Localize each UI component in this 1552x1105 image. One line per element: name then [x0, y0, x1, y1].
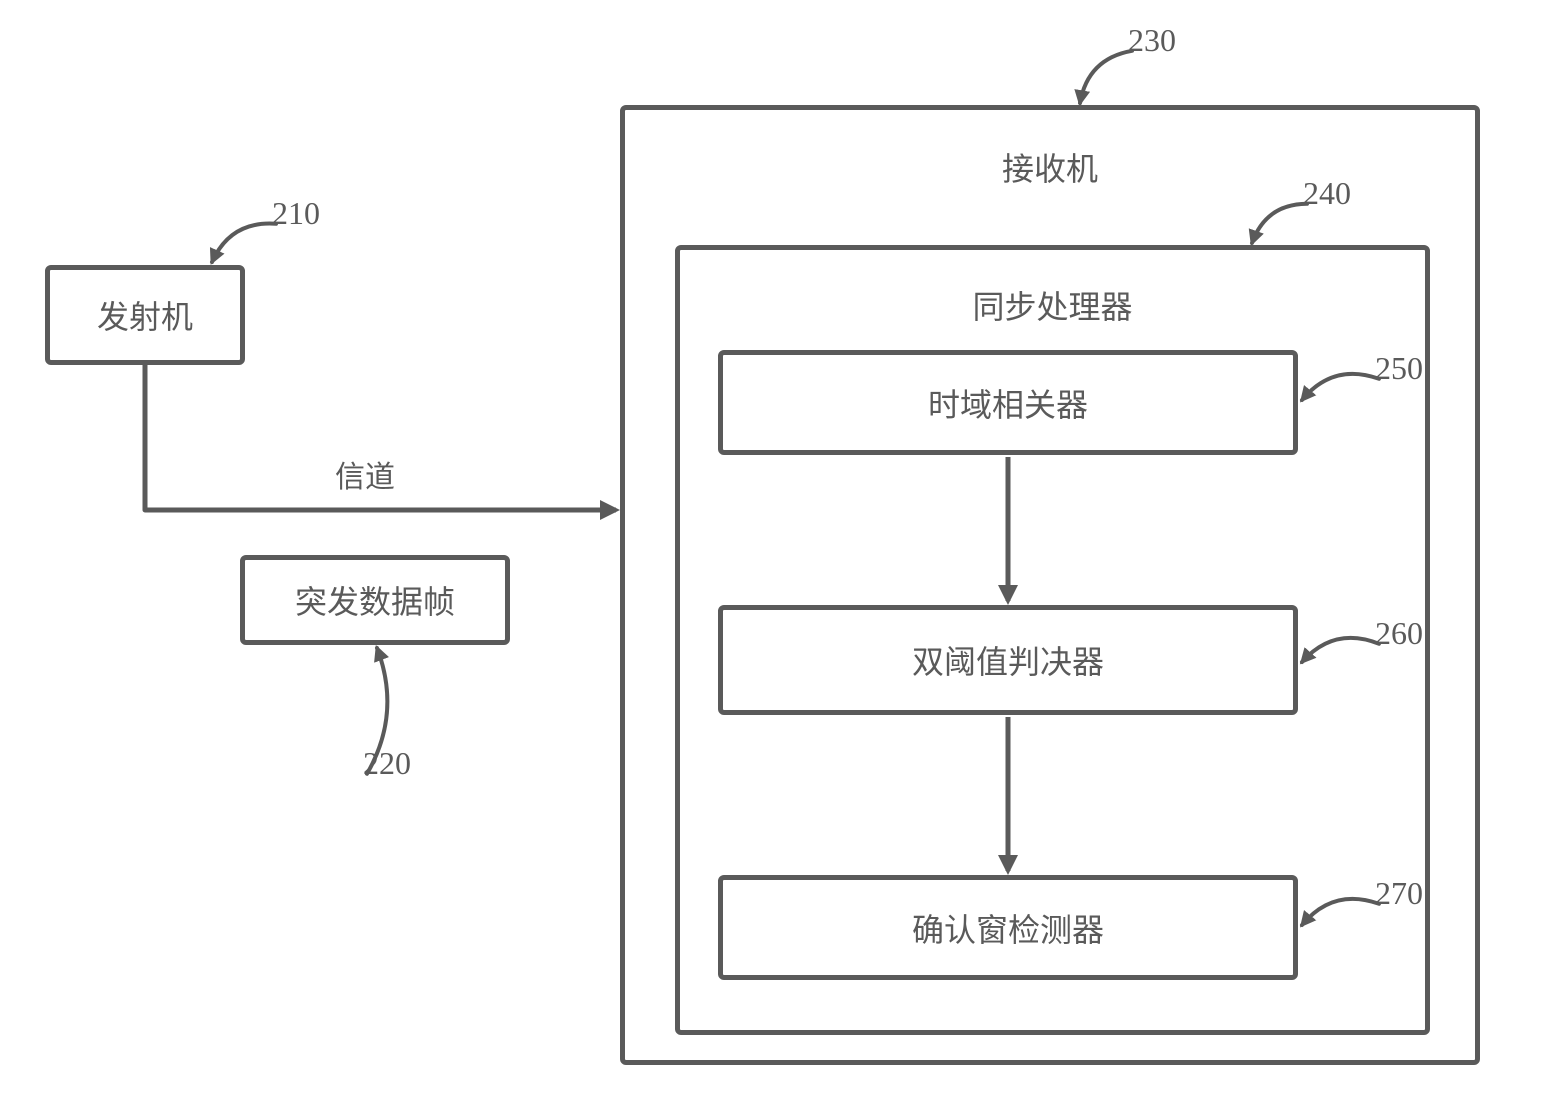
channel-label: 信道 [335, 452, 395, 496]
block-correlator: 时域相关器 [718, 350, 1298, 455]
block-label-transmitter: 发射机 [97, 292, 193, 338]
block-label-correlator: 时域相关器 [928, 380, 1088, 426]
ref-230: 230 [1128, 22, 1176, 59]
ref-240: 240 [1303, 175, 1351, 212]
block-dual_thresh: 双阈值判决器 [718, 605, 1298, 715]
ref-210: 210 [272, 195, 320, 232]
block-burst_frame: 突发数据帧 [240, 555, 510, 645]
ref-260: 260 [1375, 615, 1423, 652]
block-transmitter: 发射机 [45, 265, 245, 365]
block-label-sync_proc: 同步处理器 [680, 282, 1425, 328]
block-label-dual_thresh: 双阈值判决器 [912, 637, 1104, 683]
block-diagram: 接收机同步处理器发射机突发数据帧时域相关器双阈值判决器确认窗检测器信道21022… [0, 0, 1552, 1105]
block-label-burst_frame: 突发数据帧 [295, 577, 455, 623]
ref-270: 270 [1375, 875, 1423, 912]
block-label-conf_window: 确认窗检测器 [912, 905, 1104, 951]
ref-250: 250 [1375, 350, 1423, 387]
block-conf_window: 确认窗检测器 [718, 875, 1298, 980]
ref-220: 220 [363, 745, 411, 782]
